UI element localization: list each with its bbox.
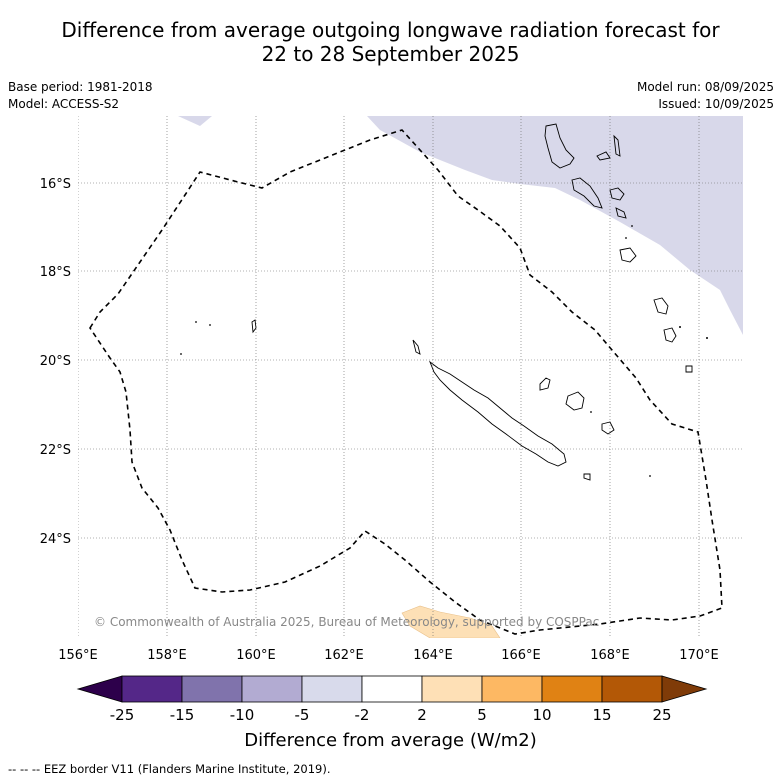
map-area: © Commonwealth of Australia 2025, Bureau… xyxy=(78,116,743,638)
longitude-labels: 156°E 158°E 160°E 162°E 164°E 166°E 168°… xyxy=(58,648,719,663)
eez-border xyxy=(89,129,723,635)
lon-label-160e: 160°E xyxy=(236,648,276,663)
colorbar-tick-label: 5 xyxy=(477,706,487,724)
colorbar-extend-high xyxy=(661,675,708,703)
lon-label-158e: 158°E xyxy=(147,648,187,663)
title-line-1: Difference from average outgoing longwav… xyxy=(61,18,720,42)
latitude-labels: 16°S 18°S 20°S 22°S 24°S xyxy=(40,177,71,547)
colorbar-segment xyxy=(121,675,183,703)
colorbar-tick-labels: -25 -15 -10 -5 -2 2 5 10 15 25 xyxy=(110,706,672,724)
ambae xyxy=(596,151,611,161)
lon-label-168e: 168°E xyxy=(590,648,630,663)
lat-label-24s: 24°S xyxy=(40,532,71,547)
colorbar xyxy=(76,675,708,703)
eez-footnote: -- -- -- EEZ border V11 (Flanders Marine… xyxy=(8,762,331,776)
model-name: Model: ACCESS-S2 xyxy=(8,97,120,111)
epi xyxy=(615,207,627,219)
maewo xyxy=(613,134,621,157)
colorbar-tick-label: -5 xyxy=(295,706,310,724)
colorbar-tick-label: -2 xyxy=(355,706,370,724)
ouvea xyxy=(539,377,551,391)
belep-islands xyxy=(412,339,421,355)
erromango xyxy=(653,297,669,315)
meta-right: Model run: 08/09/2025 Issued: 10/09/2025 xyxy=(637,79,774,113)
lifou xyxy=(565,391,585,411)
colorbar-tick-label: -15 xyxy=(170,706,195,724)
colorbar-segment xyxy=(481,675,543,703)
small-islets xyxy=(180,225,708,477)
colorbar-tick-label: 2 xyxy=(417,706,427,724)
colorbar-segment xyxy=(601,675,663,703)
colorbar-tick-label: -25 xyxy=(110,706,135,724)
lon-label-164e: 164°E xyxy=(413,648,453,663)
land-outlines xyxy=(251,123,693,481)
negative-anomaly-region xyxy=(367,116,743,335)
lon-label-162e: 162°E xyxy=(324,648,364,663)
base-period: Base period: 1981-2018 xyxy=(8,80,153,94)
lon-label-166e: 166°E xyxy=(501,648,541,663)
colorbar-tick-label: -10 xyxy=(230,706,255,724)
chesterfield-isle xyxy=(251,319,257,334)
copyright-text: © Commonwealth of Australia 2025, Bureau… xyxy=(94,615,599,629)
colorbar-tick-label: 25 xyxy=(652,706,671,724)
issued-date: Issued: 10/09/2025 xyxy=(658,97,774,111)
model-run: Model run: 08/09/2025 xyxy=(636,80,774,94)
colorbar-title: Difference from average (W/m2) xyxy=(244,730,537,751)
chart-title: Difference from average outgoing longwav… xyxy=(0,18,781,66)
aneityum xyxy=(685,365,693,373)
lon-label-156e: 156°E xyxy=(58,648,98,663)
colorbar-tick-label: 10 xyxy=(532,706,551,724)
colorbar-segment xyxy=(361,675,423,703)
title-line-2: 22 to 28 September 2025 xyxy=(261,42,520,66)
isle-of-pines xyxy=(583,473,591,481)
colorbar-segment xyxy=(541,675,603,703)
positive-anomaly-region xyxy=(401,605,501,638)
efate xyxy=(619,247,637,263)
lat-label-20s: 20°S xyxy=(40,354,71,369)
lon-label-170e: 170°E xyxy=(679,648,719,663)
lat-label-18s: 18°S xyxy=(40,265,71,280)
lat-label-16s: 16°S xyxy=(40,177,71,192)
grid-lines xyxy=(78,116,743,638)
colorbar-segment xyxy=(241,675,303,703)
lat-label-22s: 22°S xyxy=(40,443,71,458)
colorbar-segment xyxy=(301,675,363,703)
colorbar-tick-label: 15 xyxy=(592,706,611,724)
colorbar-extend-low xyxy=(76,675,123,703)
pentecost xyxy=(609,187,625,201)
mare xyxy=(601,421,615,435)
colorbar-segment xyxy=(181,675,243,703)
espiritu-santo xyxy=(544,123,575,169)
tanna xyxy=(663,327,677,343)
new-caledonia-outline xyxy=(428,360,567,467)
colorbar-segment xyxy=(421,675,483,703)
meta-left: Base period: 1981-2018 Model: ACCESS-S2 xyxy=(8,79,153,113)
malekula xyxy=(571,177,603,209)
negative-anomaly-patch xyxy=(178,116,212,126)
